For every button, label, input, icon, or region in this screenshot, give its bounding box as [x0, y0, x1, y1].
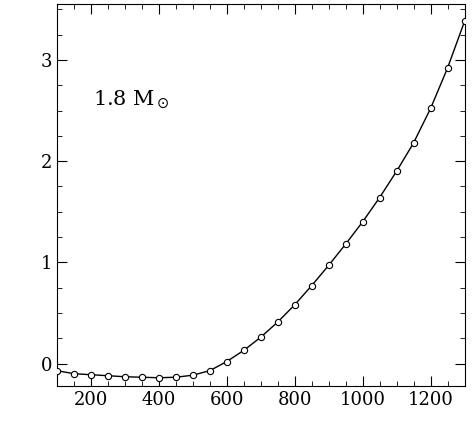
Text: 1.8 M$_\odot$: 1.8 M$_\odot$: [92, 89, 169, 111]
